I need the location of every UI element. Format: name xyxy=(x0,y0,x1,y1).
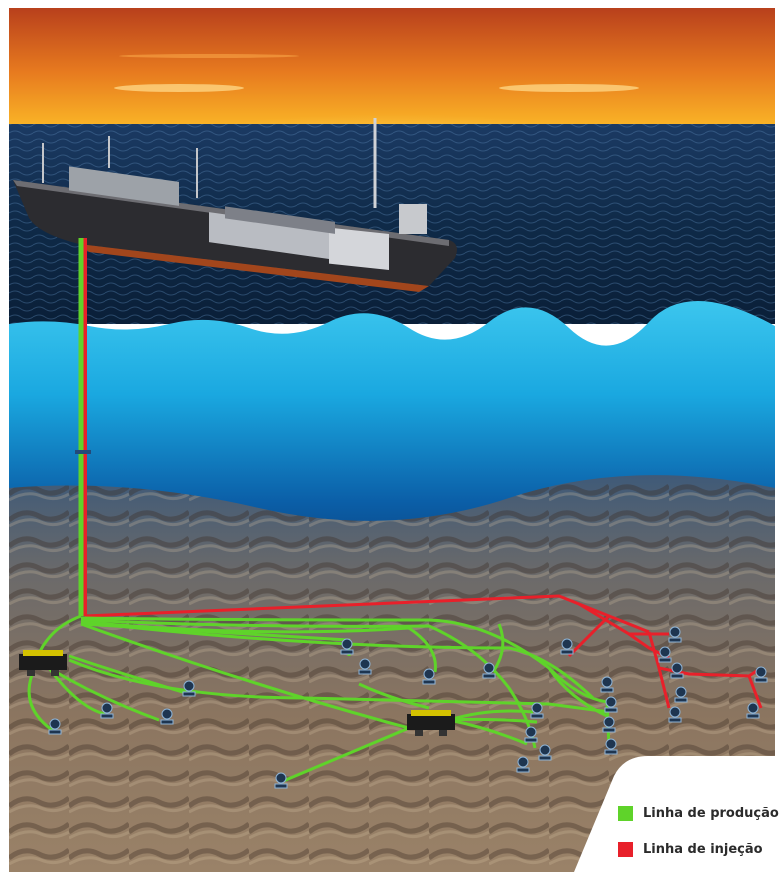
wellhead-icon xyxy=(560,638,574,655)
manifold-icon xyxy=(19,650,67,676)
wellhead-icon xyxy=(160,708,174,725)
legend-label-injection: Linha de injeção xyxy=(643,841,763,857)
wellhead-icon xyxy=(754,666,768,683)
wellhead-icon xyxy=(340,638,354,655)
cloud-streak xyxy=(114,84,244,92)
wellheads xyxy=(48,626,768,789)
production-line-swatch xyxy=(618,805,633,821)
wellhead-icon xyxy=(604,696,618,713)
wellhead-icon xyxy=(604,738,618,755)
fpso-ship-icon xyxy=(13,118,457,292)
legend-item-injection: Linha de injeção xyxy=(618,839,763,859)
wellhead-icon xyxy=(668,626,682,643)
cloud-streak xyxy=(119,54,299,58)
wellhead-icon xyxy=(48,718,62,735)
seabed-ripples xyxy=(9,475,775,872)
wellhead-icon xyxy=(600,676,614,693)
legend-label-production: Linha de produção xyxy=(643,805,779,821)
wellhead-icon xyxy=(530,702,544,719)
wellhead-icon xyxy=(182,680,196,697)
wellhead-icon xyxy=(746,702,760,719)
wellhead-icon xyxy=(524,726,538,743)
riser-buoy xyxy=(75,450,91,454)
wellhead-icon xyxy=(100,702,114,719)
wellhead-icon xyxy=(670,662,684,679)
wellhead-icon xyxy=(674,686,688,703)
wellhead-icon xyxy=(538,744,552,761)
wellhead-icon xyxy=(274,772,288,789)
legend-item-production: Linha de produção xyxy=(618,803,779,823)
offshore-field-illustration xyxy=(9,8,775,872)
wellhead-icon xyxy=(516,756,530,773)
injection-line-swatch xyxy=(618,841,633,857)
illustration-frame xyxy=(9,8,775,872)
manifold-icon xyxy=(407,710,455,736)
wellhead-icon xyxy=(658,646,672,663)
wellhead-icon xyxy=(602,716,616,733)
wellhead-icon xyxy=(482,662,496,679)
wellhead-icon xyxy=(358,658,372,675)
wellhead-icon xyxy=(668,706,682,723)
wellhead-icon xyxy=(422,668,436,685)
cloud-streak xyxy=(499,84,639,92)
